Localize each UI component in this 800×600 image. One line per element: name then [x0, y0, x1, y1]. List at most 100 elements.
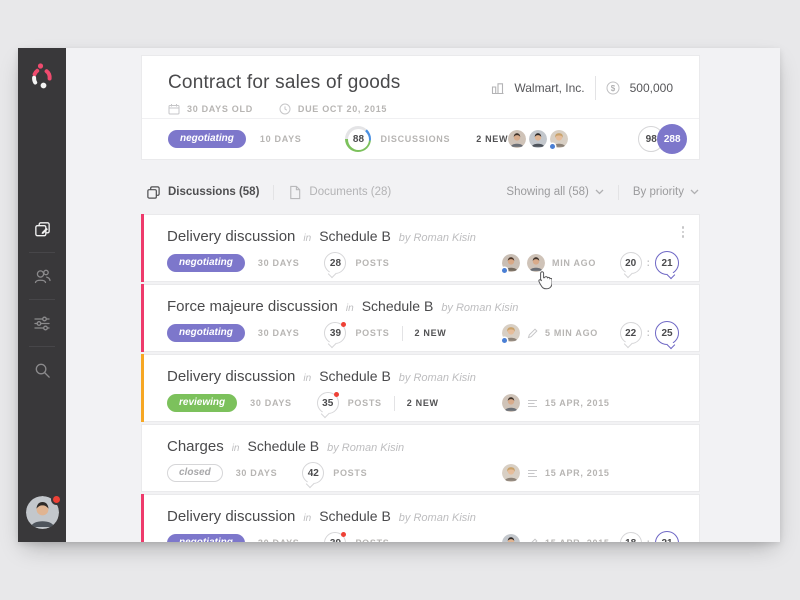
status-badge: negotiating [167, 324, 245, 342]
last-activity-time: 5 MIN AGO [545, 328, 598, 338]
user-avatar[interactable] [25, 496, 60, 529]
chevron-down-icon [690, 189, 699, 195]
discussion-section[interactable]: Schedule B [361, 298, 434, 314]
discussion-row[interactable]: Delivery discussion in Schedule B by Rom… [141, 214, 700, 282]
company-icon [491, 82, 504, 95]
participants [508, 130, 569, 149]
discussion-title[interactable]: Delivery discussion [167, 368, 296, 385]
sidebar-item-people[interactable] [18, 265, 66, 287]
sidebar-item-filters[interactable] [18, 312, 66, 334]
app-logo-icon[interactable] [29, 61, 55, 96]
clock-icon [279, 103, 291, 115]
chevron-down-icon [595, 189, 604, 195]
avatar[interactable] [508, 130, 527, 148]
dollar-icon: $ [606, 81, 620, 95]
calendar-icon [168, 103, 180, 115]
contract-amount: 500,000 [629, 81, 673, 95]
contract-title: Contract for sales of goods [168, 72, 401, 93]
avatar[interactable] [502, 324, 520, 343]
discussion-section[interactable]: Schedule B [319, 368, 391, 384]
status-badge: closed [167, 464, 223, 482]
sidebar-item-search[interactable] [18, 359, 66, 381]
discussion-author: by Roman Kisin [398, 512, 476, 524]
notification-dot [52, 496, 60, 503]
pencil-icon [527, 537, 538, 542]
status-badge: negotiating [167, 534, 245, 542]
unread-dot [341, 322, 347, 327]
avatar[interactable] [502, 394, 520, 412]
discussion-section[interactable]: Schedule B [319, 228, 391, 244]
discussion-row[interactable]: Charges in Schedule B by Roman Kisin clo… [141, 424, 700, 492]
divider [617, 184, 619, 200]
sidebar-divider [29, 252, 55, 253]
count-bubble-purple: 21 [655, 531, 679, 542]
discussion-title[interactable]: Force majeure discussion [167, 298, 338, 315]
discussion-row[interactable]: Force majeure discussion in Schedule B b… [141, 284, 700, 352]
last-activity-time: MIN AGO [552, 258, 597, 268]
discussion-author: by Roman Kisin [327, 442, 405, 454]
last-activity-time: 15 APR, 2015 [545, 398, 610, 408]
row-menu-icon[interactable] [680, 224, 687, 240]
discussion-section[interactable]: Schedule B [247, 438, 320, 454]
discussion-section[interactable]: Schedule B [319, 508, 391, 524]
total-counter[interactable]: 288 [657, 124, 688, 154]
online-dot [502, 338, 507, 343]
count-bubble-gray: 18 [619, 532, 642, 542]
discussion-author: by Roman Kisin [398, 232, 476, 244]
unread-dot [333, 392, 339, 397]
new-posts: 2 NEW [414, 328, 447, 338]
discussion-row[interactable]: Delivery discussion in Schedule B by Rom… [141, 494, 700, 542]
divider [594, 76, 596, 100]
last-activity-time: 15 APR, 2015 [545, 538, 610, 542]
discussion-author: by Roman Kisin [441, 302, 519, 314]
discussion-author: by Roman Kisin [398, 372, 476, 384]
sidebar-divider [29, 346, 55, 347]
posts-count-bubble: 28 [324, 252, 347, 274]
discussions-progress-ring: 88 [345, 126, 372, 152]
discussion-row[interactable]: Delivery discussion in Schedule B by Rom… [141, 354, 700, 422]
online-dot [502, 268, 507, 273]
users-icon [32, 266, 52, 286]
sort-dropdown[interactable]: By priority [633, 186, 699, 198]
new-count: 2 NEW [476, 134, 509, 144]
discussion-title[interactable]: Charges [167, 438, 224, 455]
tab-documents[interactable]: Documents (28) [288, 185, 391, 200]
status-badge: negotiating [168, 130, 246, 148]
message-counters: 98 288 [638, 124, 688, 154]
avatar[interactable] [502, 464, 520, 482]
avatar[interactable] [502, 254, 520, 273]
last-activity-time: 15 APR, 2015 [545, 468, 610, 478]
edit-copy-icon [33, 220, 52, 239]
document-icon [288, 185, 302, 200]
pencil-icon [527, 327, 538, 339]
posts-count-bubble: 39 [324, 322, 347, 344]
count-bubble-gray: 20 [619, 252, 642, 274]
avatar[interactable] [550, 130, 569, 149]
online-dot [550, 144, 556, 149]
divider [393, 395, 395, 411]
count-bubble-purple: 21 [655, 251, 679, 275]
filter-dropdown[interactable]: Showing all (58) [506, 186, 604, 198]
list-toolbar: Discussions (58) Documents (28) Showing … [141, 183, 700, 201]
posts-count-bubble: 42 [302, 462, 325, 484]
app-window: Contract for sales of goods 30 DAYS OLD [18, 48, 780, 542]
days-left: 10 DAYS [259, 134, 302, 144]
avatar[interactable] [527, 254, 545, 272]
divider [142, 118, 699, 119]
discussion-title[interactable]: Delivery discussion [167, 228, 296, 245]
contract-due-date: DUE OCT 20, 2015 [297, 104, 388, 114]
discussion-title[interactable]: Delivery discussion [167, 508, 296, 525]
sidebar-item-discussions[interactable] [18, 218, 66, 240]
contract-age: 30 DAYS OLD [187, 104, 253, 114]
sliders-icon [32, 313, 52, 333]
avatar[interactable] [529, 130, 548, 148]
tab-discussions[interactable]: Discussions (58) [146, 185, 259, 200]
posts-count-bubble: 39 [324, 532, 347, 542]
discussions-icon [146, 185, 161, 200]
sidebar-divider [29, 299, 55, 300]
avatar[interactable] [502, 534, 520, 542]
contract-header-card: Contract for sales of goods 30 DAYS OLD [141, 55, 700, 160]
sidebar [18, 48, 66, 542]
company-name[interactable]: Walmart, Inc. [514, 81, 585, 95]
search-icon [33, 361, 52, 380]
